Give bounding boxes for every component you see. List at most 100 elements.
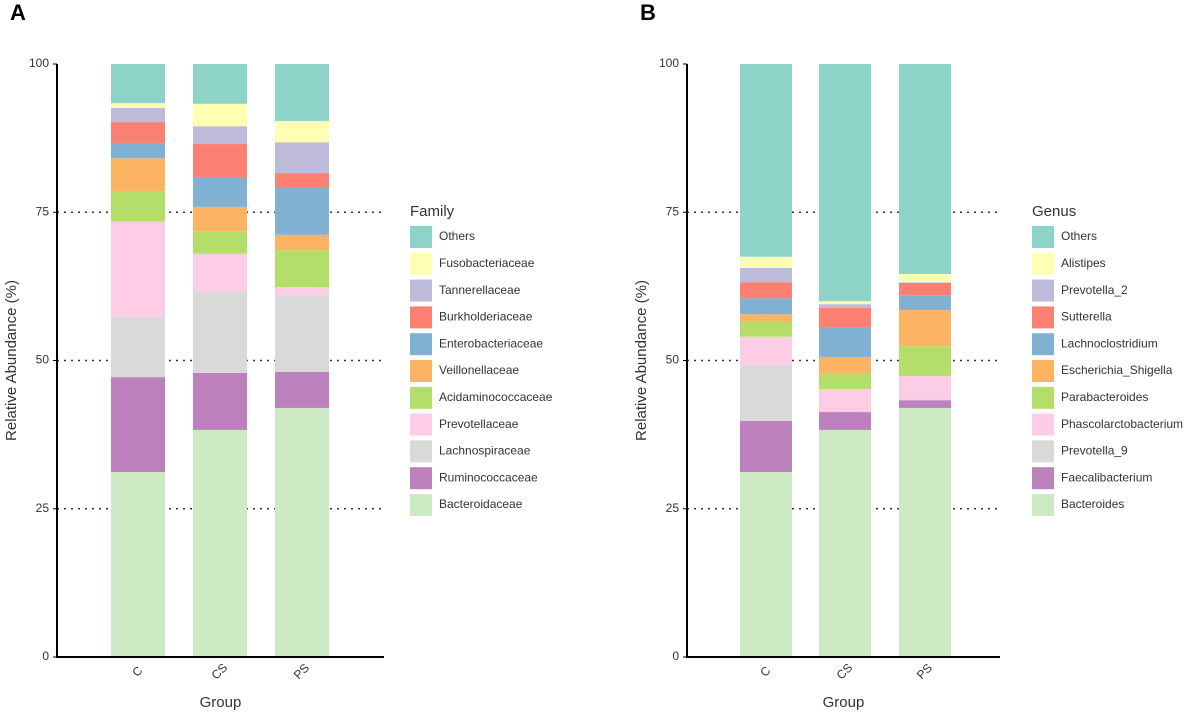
bar-segment xyxy=(899,282,951,296)
bar-segment xyxy=(899,273,951,283)
legend-label: Sutterella xyxy=(1061,310,1112,324)
bar-segment xyxy=(819,412,871,430)
bar-segment xyxy=(819,327,871,357)
bar-segment xyxy=(819,388,871,411)
bar-segment xyxy=(193,126,247,145)
y-tick-label: 100 xyxy=(659,56,679,70)
legend-swatch xyxy=(1032,467,1054,490)
bar-segment xyxy=(740,282,792,299)
bar-segment xyxy=(111,64,165,104)
bar-segment xyxy=(819,304,871,308)
bar-segment xyxy=(819,307,871,328)
legend-swatch xyxy=(1032,252,1054,275)
bar-segment xyxy=(899,399,951,401)
legend-swatch xyxy=(410,467,432,490)
legend-swatch xyxy=(410,360,432,382)
legend-label: Lachnoclostridium xyxy=(1061,336,1158,350)
x-tick-label: PS xyxy=(914,661,935,682)
bar-segment xyxy=(899,375,951,400)
bar-segment xyxy=(193,429,247,657)
legend-swatch xyxy=(1032,413,1054,436)
legend-label: Prevotella_2 xyxy=(1061,283,1128,297)
bar-segment xyxy=(819,429,871,657)
bar-segment xyxy=(899,346,951,376)
legend-swatch xyxy=(1032,333,1054,356)
legend-label: Parabacteroides xyxy=(1061,390,1148,404)
bar-segment xyxy=(275,173,329,188)
y-tick-label: 0 xyxy=(42,649,49,663)
bar-segment xyxy=(740,420,792,472)
bar-segment xyxy=(193,291,247,373)
bar-segment xyxy=(193,231,247,254)
bar-segment xyxy=(111,471,165,657)
bar-segment xyxy=(740,314,792,322)
bar-segment xyxy=(819,64,871,302)
legend-swatch xyxy=(1032,386,1054,409)
y-axis-title: Relative Abundance (%) xyxy=(633,280,650,441)
bar-segment xyxy=(275,64,329,121)
legend-label: Bacteroidaceae xyxy=(439,497,523,511)
bar-segment xyxy=(275,187,329,235)
bar-segment xyxy=(193,64,247,104)
bar-segment xyxy=(899,64,951,274)
bar-segment xyxy=(111,142,165,159)
bar-segment xyxy=(193,103,247,127)
x-tick-label: PS xyxy=(291,661,312,682)
y-axis-title: Relative Abundance (%) xyxy=(3,280,20,441)
legend-swatch xyxy=(410,386,432,409)
legend-label: Prevotellaceae xyxy=(439,417,519,431)
y-tick-label: 25 xyxy=(666,501,680,515)
bar-segment xyxy=(899,282,951,283)
bar-segment xyxy=(275,286,329,296)
x-axis-title: Group xyxy=(200,694,242,711)
y-tick-label: 50 xyxy=(36,353,50,367)
bar-segment xyxy=(740,365,792,421)
x-tick-label: CS xyxy=(834,661,856,683)
y-tick-label: 75 xyxy=(666,204,680,218)
bar-segment xyxy=(193,372,247,430)
bar-segment xyxy=(899,407,951,657)
legend-swatch xyxy=(410,413,432,436)
bar-segment xyxy=(275,295,329,372)
legend-title: Family xyxy=(410,203,455,220)
legend-title: Genus xyxy=(1032,203,1076,220)
bar-segment xyxy=(740,471,792,657)
legend-swatch xyxy=(1032,494,1054,516)
legend-swatch xyxy=(410,440,432,463)
bar-segment xyxy=(111,221,165,318)
bar-segment xyxy=(740,64,792,257)
bar-segment xyxy=(193,253,247,292)
bar-segment xyxy=(111,103,165,108)
legend-swatch xyxy=(410,279,432,302)
bar-segment xyxy=(740,298,792,315)
bar-segment xyxy=(819,301,871,305)
bar-segment xyxy=(111,377,165,472)
legend-label: Enterobacteriaceae xyxy=(439,336,543,350)
legend-swatch xyxy=(1032,306,1054,329)
legend-swatch xyxy=(1032,360,1054,382)
bar-segment xyxy=(899,310,951,347)
panel-label: A xyxy=(10,0,26,25)
legend-label: Burkholderiaceae xyxy=(439,310,533,324)
x-tick-label: C xyxy=(757,663,773,679)
bar-segment xyxy=(275,407,329,657)
y-tick-label: 75 xyxy=(36,204,50,218)
legend-label: Lachnospiraceae xyxy=(439,444,531,458)
x-tick-label: C xyxy=(129,663,145,679)
bar-segment xyxy=(819,410,871,413)
legend-swatch xyxy=(410,306,432,329)
bar-segment xyxy=(193,177,247,207)
legend-label: Others xyxy=(1061,229,1097,243)
legend-swatch xyxy=(410,226,432,248)
bar-segment xyxy=(899,400,951,408)
bar-segment xyxy=(111,190,165,222)
legend-label: Escherichia_Shigella xyxy=(1061,363,1173,377)
legend-swatch xyxy=(1032,226,1054,248)
legend-swatch xyxy=(410,494,432,516)
legend-label: Acidaminococcaceae xyxy=(439,390,553,404)
bar-segment xyxy=(275,120,329,143)
bar-segment xyxy=(275,250,329,287)
bar-segment xyxy=(740,336,792,366)
legend-swatch xyxy=(1032,440,1054,463)
